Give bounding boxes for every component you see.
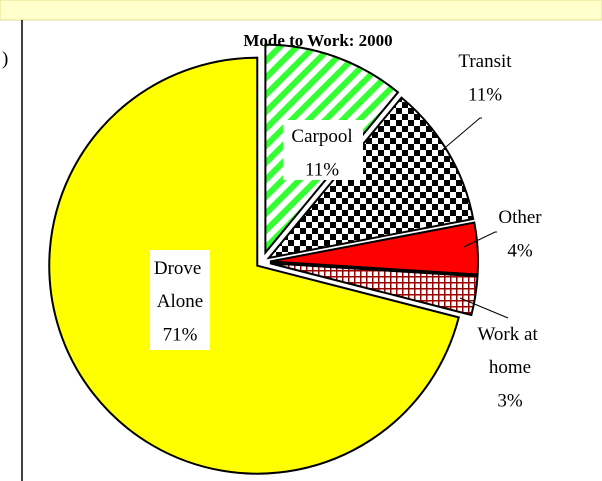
value-label: 11% (468, 84, 502, 105)
pie-slice (266, 96, 475, 260)
slice-label: Other (498, 207, 542, 228)
top-band (0, 0, 602, 21)
slice-label: Transit (458, 51, 512, 72)
value-label: 3% (497, 390, 523, 411)
leader-line (439, 117, 482, 153)
value-label: 11% (305, 159, 339, 180)
leader-line (459, 297, 509, 319)
pie-slice (269, 221, 479, 276)
value-label: 71% (163, 324, 198, 345)
leader-line (463, 231, 497, 248)
slice-label: Drove Alone (154, 258, 206, 312)
slice-label: Work at home (478, 324, 543, 378)
label-box (150, 250, 210, 350)
slice-label: Carpool (291, 126, 352, 147)
value-label: 4% (507, 240, 533, 261)
pie-slice (48, 56, 460, 475)
edge-text: ) (2, 48, 8, 69)
pie-slice (269, 262, 479, 317)
label-box (283, 120, 363, 180)
